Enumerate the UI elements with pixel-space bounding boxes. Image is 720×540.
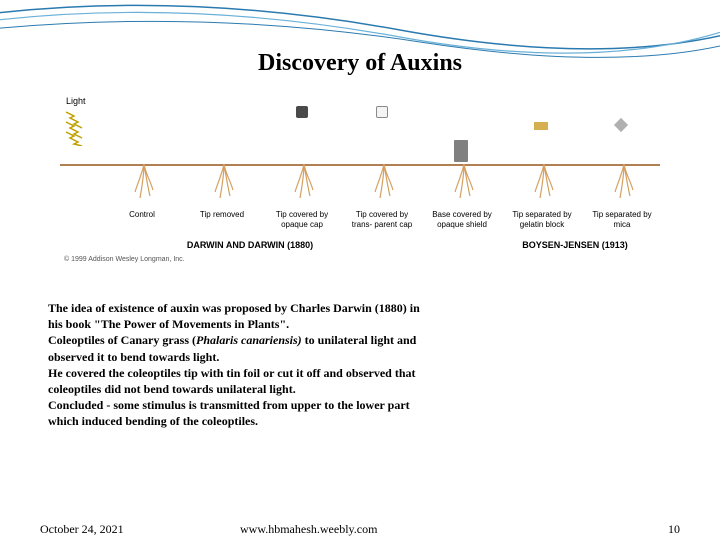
plant-label: Base covered by opaque shield bbox=[426, 210, 498, 229]
body-text: The idea of existence of auxin was propo… bbox=[48, 300, 548, 430]
attribution-boysen-jensen: BOYSEN-JENSEN (1913) bbox=[490, 240, 660, 250]
plant-label: Control bbox=[106, 210, 178, 220]
body-italic: Phalaris canariensis) bbox=[196, 333, 302, 347]
body-line: He covered the coleoptiles tip with tin … bbox=[48, 366, 416, 380]
body-line: Coleoptiles of Canary grass ( bbox=[48, 333, 196, 347]
body-line: coleoptiles did not bend towards unilate… bbox=[48, 382, 296, 396]
opaque-shield-icon bbox=[454, 140, 468, 162]
mica-icon bbox=[614, 118, 628, 132]
opaque-cap-icon bbox=[296, 106, 308, 118]
body-line: which induced bending of the coleoptiles… bbox=[48, 414, 258, 428]
attribution-darwin: DARWIN AND DARWIN (1880) bbox=[60, 240, 440, 250]
body-line: observed it to bend towards light. bbox=[48, 350, 219, 364]
footer-date: October 24, 2021 bbox=[40, 522, 124, 537]
body-line: his book "The Power of Movements in Plan… bbox=[48, 317, 289, 331]
plant-label: Tip covered by opaque cap bbox=[266, 210, 338, 229]
body-line: to unilateral light and bbox=[302, 333, 417, 347]
plant-label: Tip covered by trans- parent cap bbox=[346, 210, 418, 229]
plant-label: Tip removed bbox=[186, 210, 258, 220]
footer-url: www.hbmahesh.weebly.com bbox=[240, 522, 377, 537]
footer-page-number: 10 bbox=[668, 522, 680, 537]
light-rays-icon bbox=[64, 108, 98, 146]
plant-label: Tip separated by gelatin block bbox=[506, 210, 578, 229]
transparent-cap-icon bbox=[376, 106, 388, 118]
gelatin-block-icon bbox=[534, 122, 548, 130]
light-label: Light bbox=[66, 96, 86, 106]
body-line: The idea of existence of auxin was propo… bbox=[48, 301, 420, 315]
body-line: Concluded - some stimulus is transmitted… bbox=[48, 398, 410, 412]
plant-label: Tip separated by mica bbox=[586, 210, 658, 229]
page-title: Discovery of Auxins bbox=[0, 50, 720, 77]
experiment-diagram: Light Control Tip removed Tip covered by… bbox=[60, 92, 660, 272]
diagram-copyright: © 1999 Addison Wesley Longman, Inc. bbox=[64, 256, 185, 263]
